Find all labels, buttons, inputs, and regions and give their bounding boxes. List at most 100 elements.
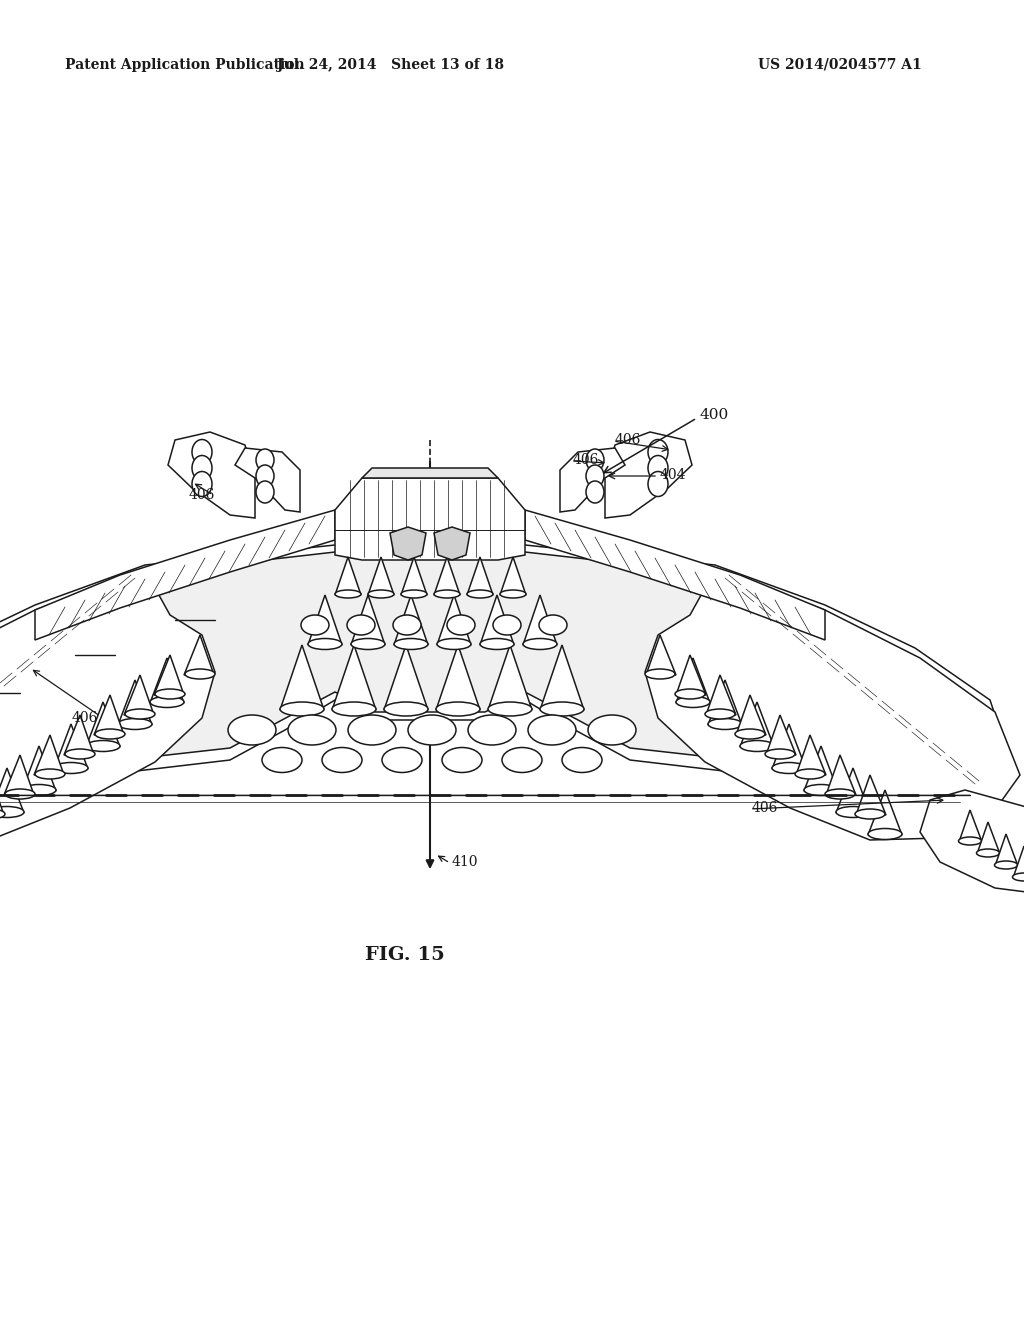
Polygon shape — [437, 595, 471, 645]
Ellipse shape — [488, 702, 532, 715]
Text: 404: 404 — [660, 469, 686, 482]
Text: US 2014/0204577 A1: US 2014/0204577 A1 — [758, 58, 922, 73]
Ellipse shape — [54, 763, 88, 774]
Polygon shape — [826, 755, 856, 795]
Polygon shape — [0, 552, 985, 785]
Polygon shape — [154, 655, 184, 696]
Ellipse shape — [408, 715, 456, 744]
Polygon shape — [0, 768, 24, 813]
Ellipse shape — [500, 590, 526, 598]
Polygon shape — [500, 557, 526, 595]
Ellipse shape — [228, 715, 276, 744]
Ellipse shape — [528, 715, 575, 744]
Polygon shape — [525, 510, 825, 640]
Polygon shape — [335, 557, 361, 595]
Ellipse shape — [394, 639, 428, 649]
Polygon shape — [560, 447, 625, 512]
Polygon shape — [35, 510, 335, 640]
Polygon shape — [706, 675, 736, 715]
Polygon shape — [54, 723, 88, 770]
Ellipse shape — [586, 449, 604, 471]
Ellipse shape — [855, 809, 885, 818]
Polygon shape — [804, 746, 838, 791]
Polygon shape — [335, 478, 525, 560]
Ellipse shape — [280, 702, 324, 715]
Polygon shape — [766, 715, 796, 755]
Polygon shape — [436, 645, 480, 710]
Polygon shape — [740, 702, 774, 747]
Polygon shape — [959, 810, 982, 842]
Polygon shape — [708, 680, 742, 725]
Polygon shape — [676, 657, 710, 704]
Polygon shape — [605, 432, 692, 517]
Ellipse shape — [648, 440, 668, 465]
Ellipse shape — [442, 747, 482, 772]
Ellipse shape — [795, 770, 825, 779]
Ellipse shape — [437, 639, 471, 649]
Ellipse shape — [347, 615, 375, 635]
Text: Patent Application Publication: Patent Application Publication — [65, 58, 304, 73]
Polygon shape — [394, 595, 428, 645]
Polygon shape — [124, 675, 154, 715]
Polygon shape — [434, 527, 470, 560]
Polygon shape — [384, 645, 428, 710]
Ellipse shape — [772, 763, 806, 774]
Ellipse shape — [193, 440, 212, 465]
Ellipse shape — [539, 615, 567, 635]
Polygon shape — [22, 746, 56, 791]
Ellipse shape — [256, 465, 274, 487]
Polygon shape — [94, 696, 124, 735]
Polygon shape — [995, 834, 1018, 866]
Text: 406: 406 — [615, 433, 641, 447]
Ellipse shape — [562, 747, 602, 772]
Polygon shape — [0, 570, 215, 840]
Polygon shape — [390, 527, 426, 560]
Ellipse shape — [648, 471, 668, 496]
Ellipse shape — [765, 748, 795, 759]
Polygon shape — [646, 635, 676, 675]
Polygon shape — [184, 635, 214, 675]
Ellipse shape — [301, 615, 329, 635]
Polygon shape — [868, 789, 902, 836]
Ellipse shape — [645, 669, 675, 678]
Polygon shape — [86, 702, 120, 747]
Ellipse shape — [86, 741, 120, 751]
Polygon shape — [362, 469, 498, 478]
Ellipse shape — [118, 718, 152, 730]
Ellipse shape — [35, 770, 65, 779]
Polygon shape — [308, 595, 342, 645]
Ellipse shape — [150, 697, 184, 708]
Ellipse shape — [468, 715, 516, 744]
Polygon shape — [368, 557, 394, 595]
Ellipse shape — [523, 639, 557, 649]
Ellipse shape — [95, 729, 125, 739]
Ellipse shape — [393, 615, 421, 635]
Ellipse shape — [868, 829, 902, 840]
Ellipse shape — [804, 784, 838, 796]
Ellipse shape — [708, 718, 742, 730]
Ellipse shape — [308, 639, 342, 649]
Ellipse shape — [155, 689, 185, 700]
Polygon shape — [676, 655, 706, 696]
Ellipse shape — [401, 590, 427, 598]
Ellipse shape — [958, 837, 981, 845]
Polygon shape — [0, 545, 1010, 800]
Ellipse shape — [676, 697, 710, 708]
Text: 406: 406 — [752, 801, 778, 814]
Polygon shape — [645, 570, 1020, 840]
Polygon shape — [118, 680, 152, 725]
Ellipse shape — [185, 669, 215, 678]
Ellipse shape — [540, 702, 584, 715]
Ellipse shape — [977, 849, 999, 857]
Ellipse shape — [467, 590, 493, 598]
Polygon shape — [920, 789, 1024, 895]
Polygon shape — [63, 715, 94, 755]
Ellipse shape — [648, 455, 668, 480]
Text: 406: 406 — [188, 488, 215, 502]
Polygon shape — [540, 645, 584, 710]
Ellipse shape — [382, 747, 422, 772]
Ellipse shape — [288, 715, 336, 744]
Ellipse shape — [22, 784, 56, 796]
Ellipse shape — [447, 615, 475, 635]
Ellipse shape — [348, 715, 396, 744]
